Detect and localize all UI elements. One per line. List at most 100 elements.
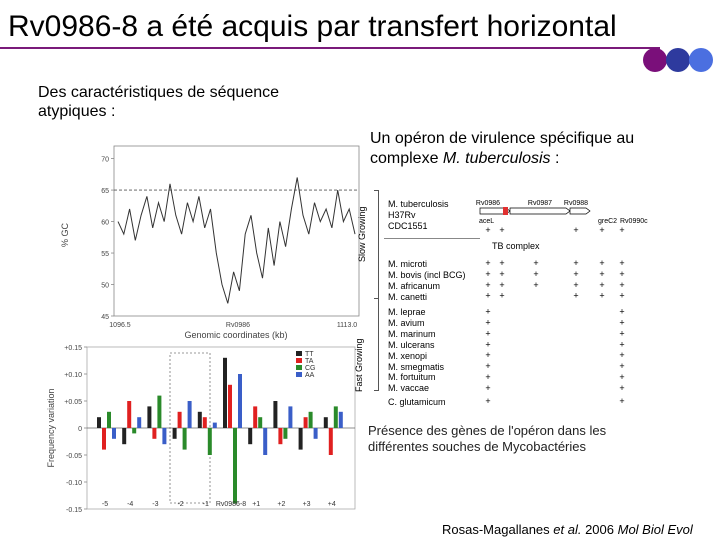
freq-bar — [147, 406, 152, 428]
frequency-variation-plot: Frequency variation +0.15 +0.10 +0.05 0 -0.0… — [46, 345, 356, 514]
gc-ylabel: % GC — [60, 223, 70, 248]
species-label: CDC1551 — [388, 220, 428, 231]
presence-plus: + — [573, 258, 578, 268]
species-label: M. microti — [388, 259, 427, 269]
freq-ytick-label: -0.10 — [66, 480, 82, 487]
operon-gene-arrows — [479, 207, 591, 215]
operon-species: M. tuberculosis — [442, 150, 551, 167]
presence-plus: + — [573, 269, 578, 279]
freq-bar — [207, 428, 212, 455]
operon-heading-line-1: Un opéron de virulence spécifique au — [370, 130, 635, 147]
sequence-features-line-1: Des caractéristiques de séquence — [38, 84, 280, 101]
presence-plus: + — [619, 258, 624, 268]
gene-arrow — [509, 207, 571, 215]
freq-xtick-label: -2 — [177, 501, 183, 508]
freq-bar — [107, 411, 111, 428]
presence-plus: + — [485, 339, 490, 349]
freq-xtick-label: +2 — [277, 501, 285, 508]
gene-header-rv0986: Rv0986 — [476, 200, 500, 207]
group-bracket-line — [378, 190, 379, 390]
gc-ytick-label: 60 — [101, 220, 109, 227]
freq-ytick-label: +0.05 — [64, 399, 82, 406]
presence-plus: + — [619, 318, 624, 328]
species-complex-group: M. microti M. bovis (incl BCG) M. africa… — [388, 259, 466, 303]
freq-bar — [228, 384, 232, 428]
freq-bar — [273, 401, 278, 428]
freq-bar — [238, 374, 242, 428]
tb-complex-label: TB complex — [492, 241, 540, 251]
presence-plus: + — [533, 269, 538, 279]
freq-bar — [212, 422, 217, 428]
presence-plus: + — [499, 291, 504, 301]
gc-series-line — [117, 177, 356, 304]
species-label: M. canetti — [388, 291, 428, 302]
gene-subheader-rv0990c: Rv0990c — [620, 218, 648, 225]
presence-plus: + — [619, 361, 624, 371]
gene-table-graphic: Rv0986 Rv0987 Rv0988 aceL greC2 Rv0990c … — [476, 200, 648, 406]
species-label: M. africanum — [388, 280, 441, 291]
species-label: M. tuberculosis — [388, 199, 449, 209]
freq-bar — [122, 428, 127, 445]
freq-bar — [162, 428, 167, 445]
presence-plus: + — [499, 258, 504, 268]
freq-bar — [137, 417, 142, 428]
citation-year: 2006 — [581, 522, 618, 537]
freq-bar — [202, 417, 207, 428]
freq-ylabel: Frequency variation — [46, 388, 56, 467]
slide-title: Rv0986-8 a été acquis par transfert hori… — [8, 10, 617, 43]
presence-plus: + — [619, 383, 624, 393]
freq-bar — [248, 428, 253, 445]
species-label: H37Rv — [388, 209, 416, 220]
freq-xtick-label: -4 — [127, 501, 133, 508]
freq-bar — [263, 428, 268, 455]
freq-ytick-label: 0 — [78, 426, 82, 433]
citation: Rosas-Magallanes et al. 2006 Mol Biol Ev… — [442, 522, 693, 537]
gc-ytick-label: 70 — [101, 157, 109, 164]
freq-bar — [253, 406, 258, 428]
presence-plus: + — [599, 258, 604, 268]
species-other-group: M. leprae M. avium M. marinum M. ulceran… — [388, 307, 444, 394]
gc-ytick-label: 55 — [101, 251, 109, 258]
gene-presence-table: Slow Growing Fast Growing M. tuberculosi… — [354, 190, 720, 420]
species-label: M. ulcerans — [388, 339, 435, 350]
freq-bar — [233, 428, 237, 504]
freq-bar — [152, 428, 157, 439]
presence-plus: + — [599, 269, 604, 279]
presence-plus: + — [499, 225, 504, 235]
freq-ytick-label: +0.15 — [64, 345, 82, 352]
species-label: M. fortuitum — [388, 372, 436, 383]
presence-plus: + — [619, 328, 624, 338]
presence-plus: + — [499, 269, 504, 279]
presence-plus: + — [573, 291, 578, 301]
presence-plus: + — [485, 258, 490, 268]
gc-ytick-label: 65 — [101, 188, 109, 195]
legend-swatch — [296, 358, 302, 363]
legend-label: TA — [305, 358, 314, 365]
freq-bar — [328, 428, 333, 455]
freq-bar — [258, 417, 263, 428]
presence-plus: + — [533, 258, 538, 268]
species-label: M. vaccae — [388, 383, 430, 394]
decorative-dot-navy — [666, 48, 690, 72]
operon-prefix: complexe — [370, 150, 443, 167]
presence-plus: + — [599, 291, 604, 301]
freq-ytick-label: +0.10 — [64, 372, 82, 379]
freq-bar — [278, 428, 283, 445]
presence-plus: + — [485, 269, 490, 279]
bracket-tick-bottom — [374, 390, 379, 391]
gene-arrow — [569, 207, 591, 215]
freq-bar — [338, 411, 343, 428]
title-underline — [0, 47, 660, 49]
legend-label: TT — [305, 351, 314, 358]
decorative-dot-purple — [643, 48, 667, 72]
gc-ytick-label: 45 — [101, 314, 109, 321]
presence-plus: + — [599, 280, 604, 290]
gc-xtick-end: 1113.0 — [337, 322, 357, 329]
caption-line-2: différentes souches de Mycobactéries — [368, 439, 586, 454]
freq-bar — [223, 357, 227, 428]
presence-plus: + — [573, 280, 578, 290]
caption-line-1: Présence des gènes de l'opéron dans les — [368, 423, 607, 438]
species-label: M. leprae — [388, 307, 426, 317]
freq-bar — [177, 411, 182, 428]
gc-xtick-rv0986: Rv0986 — [226, 322, 250, 329]
